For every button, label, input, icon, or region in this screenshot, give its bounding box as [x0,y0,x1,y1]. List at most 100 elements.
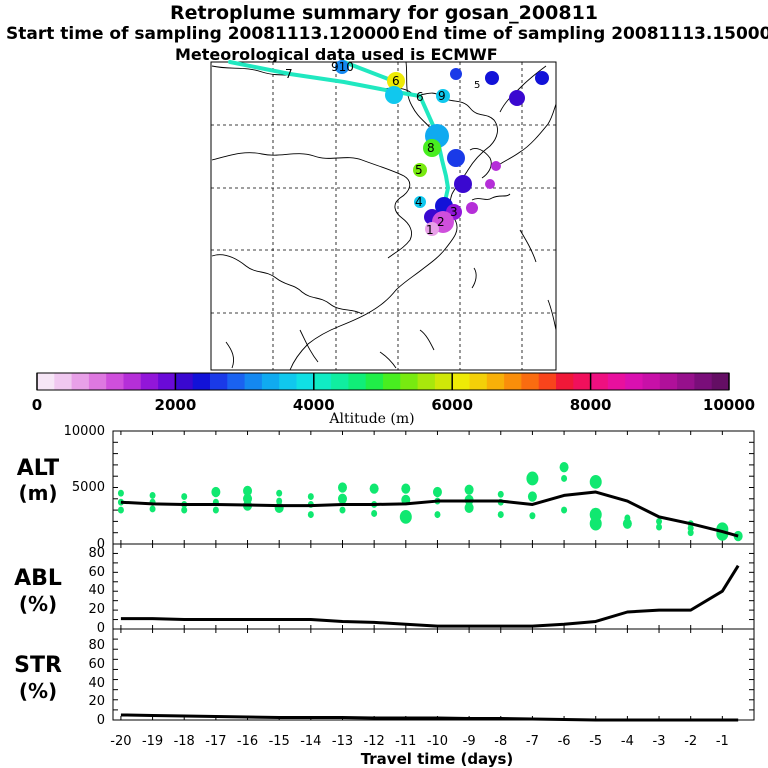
colorbar-swatch [538,373,557,390]
plume-marker-blue-1 [447,149,465,167]
map-marker-labels: 6 6 9 7 910 5 4 3 2 1 5 8 [285,60,480,237]
colorbar-swatch [452,373,470,390]
x-tick-label: -2 [684,734,697,749]
colorbar-swatch [383,373,401,390]
map-label-1: 1 [426,223,434,237]
str-panel-label: STR [14,653,62,678]
alt-scatter-point [497,490,504,498]
x-tick-label: -5 [589,734,602,749]
abl-ytick-40: 40 [88,583,105,598]
panel-tick-marks [113,430,754,721]
x-tick-label: -8 [494,734,507,749]
colorbar-swatch [140,373,159,390]
alt-scatter-point [307,493,314,500]
alt-scatter-point [589,516,602,531]
map-frame [210,61,557,371]
plume-marker-ne-1 [450,68,462,80]
colorbar-swatch [417,373,436,390]
alt-scatter-point [561,475,568,482]
abl-panel-unit: (%) [19,592,57,616]
colorbar-swatch [348,373,367,390]
colorbar-swatch [54,373,73,390]
alt-y-ticks: 10000 5000 0 [64,424,105,552]
alt-scatter-point [212,506,219,514]
alt-scatter-point [307,511,314,519]
alt-ytick-10000: 10000 [64,424,105,439]
alt-scatter-point [656,523,663,531]
plume-marker-blue-2 [454,175,472,193]
plume-markers [335,60,549,236]
abl-panel-label: ABL [14,566,62,591]
colorbar-swatch [625,373,643,390]
map-label-7: 7 [285,67,293,81]
x-tick-label: -13 [332,734,353,749]
colorbar-swatch [607,373,626,390]
str-plot-frame [112,628,755,721]
colorbar-ticks: 0 2000 4000 6000 8000 10000 [32,373,755,414]
plume-marker-purple-2 [485,179,495,189]
plume-marker-9 [436,89,450,103]
alt-scatter-point [622,518,632,529]
abl-ytick-0: 0 [97,621,105,636]
met-data-note: Meteorological data used is ECMWF [175,45,498,64]
alt-scatter-point [117,489,124,497]
x-tick-label: -4 [621,734,634,749]
plume-marker-purple-3 [466,202,478,214]
colorbar-swatch [659,373,678,390]
map-label-6a: 6 [392,74,400,88]
map-label-9: 9 [438,89,446,103]
alt-scatter-point [527,491,537,502]
x-tick-label: -6 [558,734,571,749]
colorbar-swatch [521,373,540,390]
colorbar-swatch [556,373,574,390]
x-tick-label: -11 [395,734,416,749]
alt-scatter-point [561,506,568,514]
abl-line [120,564,740,628]
alt-scatter-point [656,517,663,525]
plume-marker-ne-4 [509,90,525,106]
colorbar-tick-label: 6000 [431,396,473,414]
plume-marker-purple-1 [491,161,501,171]
x-tick-label: -12 [364,734,385,749]
colorbar-swatch [210,373,228,390]
alt-scatter-point [243,485,253,497]
x-tick-label: -20 [110,734,131,749]
map-label-8: 8 [427,141,435,155]
colorbar-swatch [573,373,592,390]
colorbar-swatch [434,373,453,390]
alt-scatter-point [339,506,346,514]
alt-scatter-point [149,491,156,499]
plume-marker-6-yellow [387,72,405,90]
colorbar-swatch [296,373,315,390]
alt-scatter-point [529,512,536,520]
end-time: End time of sampling 20081113.150000 [402,24,768,44]
colorbar-swatch [313,373,332,390]
alt-scatter-point [276,497,283,505]
series-lines [120,490,740,722]
colorbar-swatch [400,373,419,390]
alt-scatter-point [589,474,602,489]
plume-marker-4-cyan [414,196,426,208]
alt-ytick-0: 0 [97,537,105,552]
colorbar-swatch [71,373,90,390]
map-label-3: 3 [450,205,458,219]
x-tick-label: -15 [269,734,290,749]
colorbar-swatch [244,373,263,390]
x-tick-label: -14 [300,734,321,749]
colorbar-swatch [504,373,522,390]
colorbar-swatch [365,373,384,390]
plume-marker-7-cyan [385,86,403,104]
colorbar-swatch [694,373,713,390]
colorbar-swatch [677,373,695,390]
plume-marker-10 [335,60,349,74]
str-y-ticks: 80 60 40 20 0 [88,638,105,728]
colorbar-tick-label: 0 [32,396,42,414]
chart-title: Retroplume summary for gosan_200811 [169,2,599,24]
map-panel: 6 6 9 7 910 5 4 3 2 1 5 8 [210,60,557,371]
str-ytick-80: 80 [88,638,105,653]
alt-ytick-5000: 5000 [72,480,105,495]
abl-plot-frame [112,543,755,630]
x-tick-label: -10 [427,734,448,749]
map-label-5: 5 [415,163,423,177]
